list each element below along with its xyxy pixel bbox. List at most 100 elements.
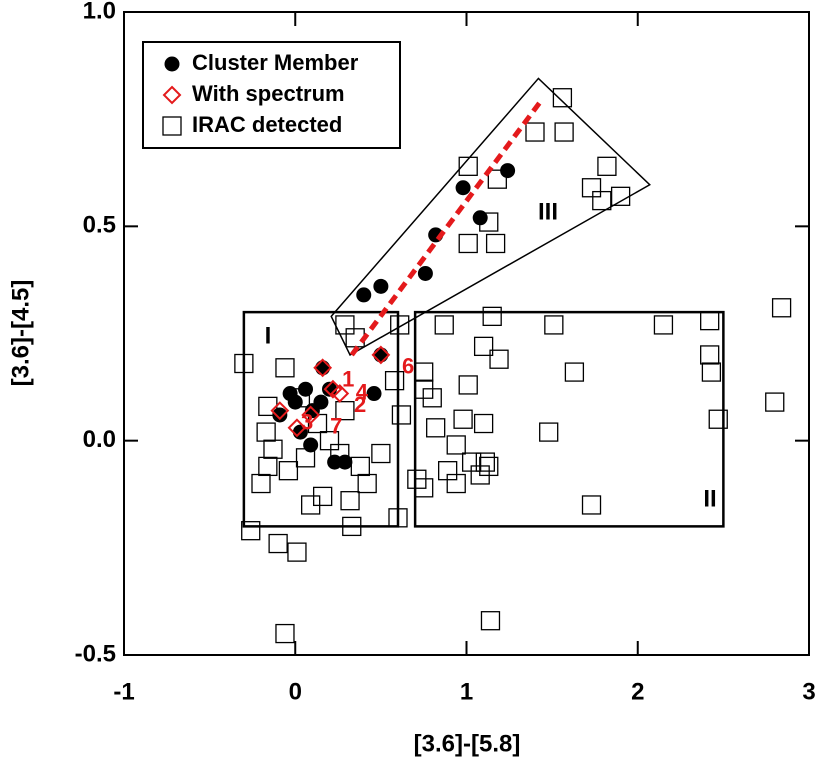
irac-point bbox=[287, 542, 307, 562]
irac-point bbox=[485, 233, 506, 254]
irac-point bbox=[458, 156, 478, 176]
irac-point bbox=[458, 233, 478, 254]
point-label: 2 bbox=[354, 392, 366, 417]
point-label: 6 bbox=[402, 354, 414, 379]
irac-point bbox=[581, 495, 602, 515]
irac-point bbox=[312, 486, 333, 507]
spectrum-point bbox=[287, 418, 307, 438]
irac-point bbox=[653, 315, 674, 335]
legend-box bbox=[142, 41, 401, 149]
x-tick-label: 2 bbox=[631, 678, 644, 705]
irac-point bbox=[771, 298, 792, 318]
irac-point bbox=[384, 371, 405, 391]
point-label: 7 bbox=[330, 414, 342, 439]
member-point bbox=[373, 347, 389, 363]
irac-point bbox=[475, 452, 495, 472]
irac-point bbox=[278, 461, 299, 481]
point-label: 3 bbox=[301, 409, 313, 434]
irac-point bbox=[700, 310, 720, 331]
member-point bbox=[356, 287, 372, 303]
legend-label: IRAC detected bbox=[192, 112, 342, 137]
member-point bbox=[373, 278, 389, 294]
irac-point bbox=[700, 345, 720, 365]
spectrum-point bbox=[371, 345, 391, 365]
irac-point bbox=[482, 306, 502, 327]
irac-point bbox=[453, 409, 473, 429]
member-point bbox=[303, 437, 319, 453]
irac-point bbox=[241, 521, 261, 541]
irac-point bbox=[319, 431, 340, 451]
irac-point bbox=[258, 456, 278, 477]
x-tick-label: 3 bbox=[802, 678, 815, 705]
irac-point bbox=[350, 456, 370, 477]
irac-point bbox=[592, 190, 612, 211]
irac-point bbox=[234, 353, 254, 374]
irac-point bbox=[426, 418, 446, 438]
member-point bbox=[315, 360, 331, 376]
y-tick-label: 0.5 bbox=[83, 212, 116, 239]
x-tick-label: 0 bbox=[289, 678, 302, 705]
irac-point bbox=[539, 422, 559, 442]
x-axis-title: [3.6]-[5.8] bbox=[414, 730, 521, 757]
irac-point bbox=[480, 611, 501, 631]
point-label: 4 bbox=[356, 379, 369, 404]
y-tick-label: 0.0 bbox=[83, 426, 116, 453]
irac-point bbox=[458, 375, 478, 395]
region-label: I bbox=[265, 322, 272, 349]
irac-point bbox=[708, 409, 728, 429]
region bbox=[413, 310, 725, 528]
legend-label: With spectrum bbox=[192, 81, 345, 106]
spectrum-point bbox=[270, 401, 290, 421]
legend-symbol bbox=[162, 116, 182, 136]
x-tick-label: -1 bbox=[113, 678, 134, 705]
irac-point bbox=[554, 122, 574, 142]
member-point bbox=[366, 386, 382, 402]
member-point bbox=[472, 210, 488, 226]
member-point bbox=[500, 163, 516, 179]
irac-point bbox=[446, 473, 466, 494]
irac-point bbox=[765, 392, 785, 412]
y-tick-label: 1.0 bbox=[83, 0, 116, 24]
irac-point bbox=[256, 422, 276, 442]
irac-point bbox=[446, 435, 466, 455]
irac-point bbox=[473, 336, 494, 357]
irac-point bbox=[610, 186, 631, 206]
y-axis-title: [3.6]-[4.5] bbox=[7, 280, 34, 387]
irac-point bbox=[263, 439, 283, 459]
irac-point bbox=[342, 516, 362, 537]
irac-point bbox=[357, 473, 377, 494]
irac-point bbox=[422, 388, 442, 408]
legend-label: Cluster Member bbox=[192, 50, 359, 75]
irac-point bbox=[407, 469, 427, 489]
irac-point bbox=[340, 491, 360, 511]
legend-symbol bbox=[162, 85, 182, 105]
member-point bbox=[417, 265, 433, 281]
irac-point bbox=[487, 169, 507, 189]
y-tick-label: -0.5 bbox=[75, 640, 116, 667]
irac-point bbox=[275, 358, 295, 378]
member-point bbox=[287, 394, 303, 410]
x-tick-label: 1 bbox=[460, 678, 473, 705]
region bbox=[242, 310, 400, 528]
spectrum-point bbox=[330, 384, 350, 403]
irac-point bbox=[371, 443, 391, 464]
irac-point bbox=[251, 473, 271, 494]
irac-point bbox=[470, 465, 490, 485]
irac-point bbox=[390, 315, 410, 335]
irac-point bbox=[335, 315, 355, 335]
irac-point bbox=[544, 315, 564, 335]
irac-point bbox=[473, 413, 494, 434]
member-point bbox=[455, 180, 471, 196]
irac-point bbox=[275, 623, 295, 644]
irac-point bbox=[388, 508, 408, 528]
point-label: 1 bbox=[342, 366, 354, 391]
spectrum-point bbox=[313, 358, 333, 378]
region-label: III bbox=[538, 198, 558, 225]
irac-point bbox=[552, 88, 573, 108]
region-label: II bbox=[703, 485, 716, 512]
legend-symbol bbox=[164, 56, 180, 72]
irac-point bbox=[489, 349, 509, 369]
irac-point bbox=[597, 156, 617, 176]
